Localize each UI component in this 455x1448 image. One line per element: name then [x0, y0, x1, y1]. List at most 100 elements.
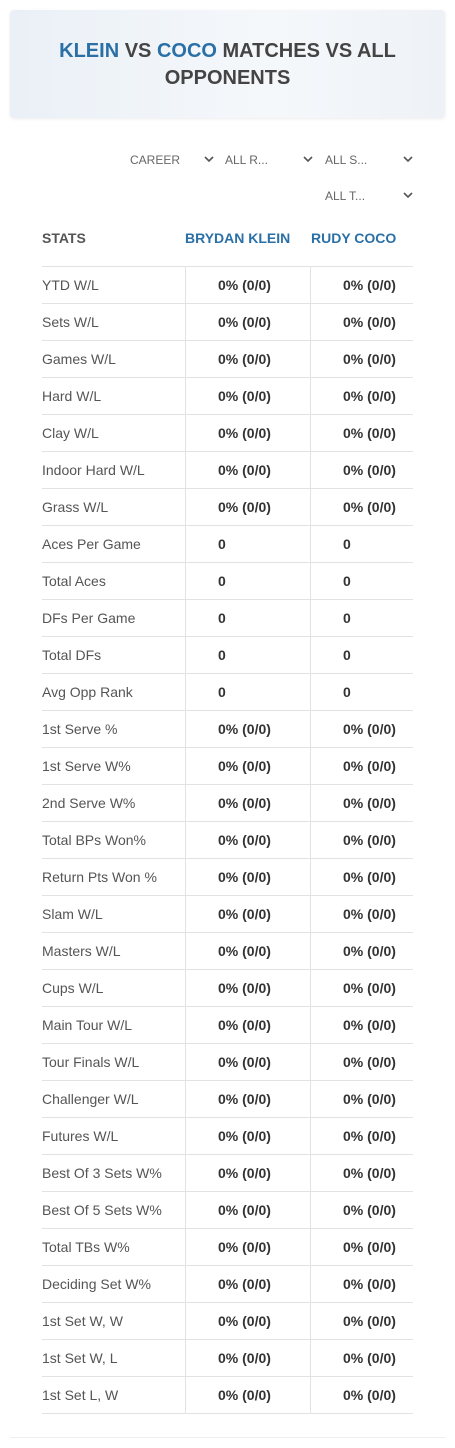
- filter-select[interactable]: ALL T...: [325, 186, 413, 206]
- cell-border: [185, 1155, 186, 1192]
- cell-border: [185, 452, 186, 489]
- cell-border: [310, 711, 311, 748]
- stat-value: 0% (0/0): [343, 1276, 396, 1292]
- stat-value: 0% (0/0): [218, 1313, 271, 1329]
- cell-border: [185, 1118, 186, 1155]
- stat-value: 0: [343, 573, 351, 589]
- cell-border: [310, 341, 311, 378]
- filter-select[interactable]: ALL R...: [225, 150, 313, 170]
- stat-value: 0% (0/0): [343, 832, 396, 848]
- cell-border: [310, 304, 311, 341]
- cell-border: [185, 674, 186, 711]
- cell-border: [310, 415, 311, 452]
- stat-value: 0: [343, 610, 351, 626]
- stat-value: 0% (0/0): [218, 721, 271, 737]
- stat-label: Slam W/L: [42, 906, 103, 922]
- stat-value: 0: [218, 610, 226, 626]
- stat-value: 0% (0/0): [343, 943, 396, 959]
- stat-value: 0% (0/0): [343, 314, 396, 330]
- cell-border: [185, 304, 186, 341]
- col-header[interactable]: RUDY COCO: [311, 230, 397, 246]
- cell-border: [185, 1229, 186, 1266]
- player2: COCO: [156, 40, 217, 62]
- stat-label: Return Pts Won %: [42, 869, 157, 885]
- chevron: [403, 156, 413, 163]
- stat-value: 0% (0/0): [218, 1054, 271, 1070]
- stat-label: 1st Serve %: [42, 721, 118, 737]
- stat-value: 0% (0/0): [343, 869, 396, 885]
- table-row: Total DFs 0 0: [42, 636, 413, 674]
- cell-border: [185, 1044, 186, 1081]
- table-row: Hard W/L 0% (0/0) 0% (0/0): [42, 377, 413, 415]
- stat-label: Clay W/L: [42, 425, 99, 441]
- cell-border: [185, 1007, 186, 1044]
- table-row: Total Aces 0 0: [42, 562, 413, 600]
- filter-select[interactable]: CAREER: [130, 150, 214, 170]
- table-row: Tour Finals W/L 0% (0/0) 0% (0/0): [42, 1043, 413, 1081]
- stat-label: Total DFs: [42, 647, 102, 663]
- stat-value: 0: [343, 536, 351, 552]
- table-row: Masters W/L 0% (0/0) 0% (0/0): [42, 932, 413, 970]
- stat-label: YTD W/L: [42, 277, 99, 293]
- stat-value: 0% (0/0): [343, 721, 396, 737]
- stat-value: 0: [218, 647, 226, 663]
- cell-border: [310, 822, 311, 859]
- stat-label: Avg Opp Rank: [42, 684, 133, 700]
- cell-border: [185, 1192, 186, 1229]
- cell-border: [310, 526, 311, 563]
- cell-border: [310, 1340, 311, 1377]
- cell-border: [185, 489, 186, 526]
- stat-value: 0% (0/0): [218, 462, 271, 478]
- stat-value: 0% (0/0): [218, 314, 271, 330]
- stat-value: 0% (0/0): [343, 906, 396, 922]
- stat-value: 0% (0/0): [218, 1239, 271, 1255]
- stat-value: 0% (0/0): [218, 1128, 271, 1144]
- table-row: YTD W/L 0% (0/0) 0% (0/0): [42, 266, 413, 304]
- cell-border: [185, 526, 186, 563]
- filter-label: ALL R...: [225, 153, 268, 167]
- cell-border: [310, 859, 311, 896]
- table-row: DFs Per Game 0 0: [42, 599, 413, 637]
- stat-value: 0% (0/0): [218, 980, 271, 996]
- stat-value: 0% (0/0): [218, 1017, 271, 1033]
- stat-label: Masters W/L: [42, 943, 121, 959]
- cell-border: [310, 748, 311, 785]
- stat-label: Games W/L: [42, 351, 116, 367]
- col-header[interactable]: BRYDAN KLEIN: [185, 230, 291, 246]
- cell-border: [185, 341, 186, 378]
- filter-label: CAREER: [130, 153, 181, 167]
- cell-border: [185, 896, 186, 933]
- stat-value: 0% (0/0): [343, 462, 396, 478]
- stat-value: 0% (0/0): [218, 425, 271, 441]
- cell-border: [310, 1155, 311, 1192]
- stat-label: Sets W/L: [42, 314, 99, 330]
- cell-border: [310, 1377, 311, 1414]
- stat-label: Challenger W/L: [42, 1091, 139, 1107]
- stat-value: 0% (0/0): [343, 1165, 396, 1181]
- stat-value: 0% (0/0): [218, 1350, 271, 1366]
- cell-border: [185, 1303, 186, 1340]
- stat-value: 0% (0/0): [343, 1387, 396, 1403]
- stat-value: 0: [218, 536, 226, 552]
- table-row: Slam W/L 0% (0/0) 0% (0/0): [42, 895, 413, 933]
- stat-label: Hard W/L: [42, 388, 102, 404]
- cell-border: [185, 859, 186, 896]
- stat-value: 0% (0/0): [343, 980, 396, 996]
- cell-border: [310, 1266, 311, 1303]
- cell-border: [185, 1377, 186, 1414]
- stat-label: 1st Serve W%: [42, 758, 131, 774]
- stat-value: 0: [218, 573, 226, 589]
- table-row: Clay W/L 0% (0/0) 0% (0/0): [42, 414, 413, 452]
- filter-select[interactable]: ALL S...: [325, 150, 413, 170]
- stat-value: 0% (0/0): [343, 1017, 396, 1033]
- chevron: [403, 192, 413, 199]
- stat-value: 0% (0/0): [343, 1091, 396, 1107]
- stat-value: 0% (0/0): [343, 388, 396, 404]
- cell-border: [310, 1044, 311, 1081]
- stat-value: 0: [343, 684, 351, 700]
- cell-border: [185, 785, 186, 822]
- stat-value: 0% (0/0): [343, 425, 396, 441]
- title-rest: MATCHES VS ALL OPPONENTS: [164, 40, 396, 89]
- title: KLEIN VS COCO MATCHES VS ALL OPPONENTS: [30, 38, 425, 92]
